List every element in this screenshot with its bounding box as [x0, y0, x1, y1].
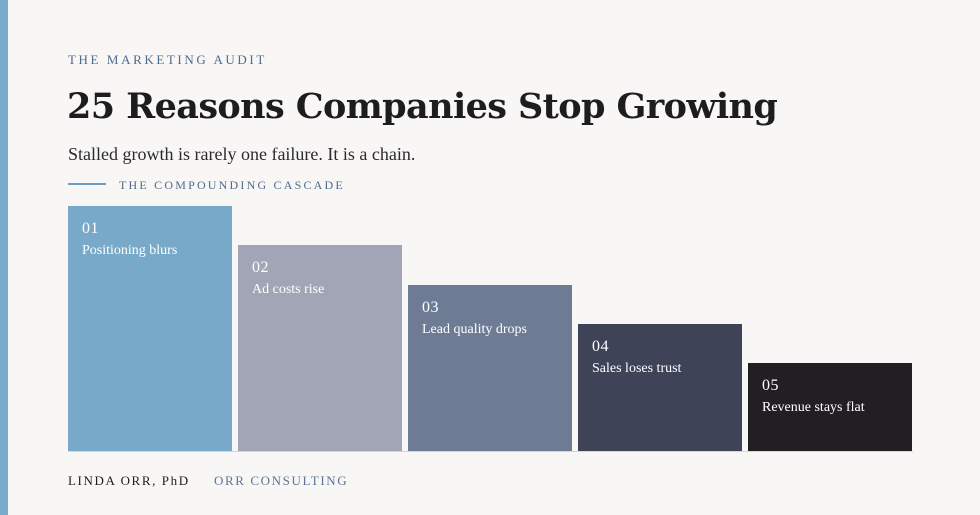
cascade-step-3: 03 Lead quality drops: [408, 284, 572, 451]
step-number: 02: [252, 259, 269, 277]
section-rule: [68, 183, 106, 185]
left-accent-bar: [0, 0, 8, 515]
cascade-step-4: 04 Sales loses trust: [578, 323, 742, 451]
cascade-step-5: 05 Revenue stays flat: [748, 363, 912, 451]
step-number: 03: [422, 298, 439, 316]
organization-name: ORR CONSULTING: [214, 473, 349, 488]
page-title: 25 Reasons Companies Stop Growing: [67, 86, 778, 127]
step-number: 04: [592, 337, 609, 355]
section-label: THE COMPOUNDING CASCADE: [119, 178, 345, 192]
step-label: Ad costs rise: [252, 282, 325, 298]
step-label: Sales loses trust: [592, 360, 682, 376]
cascade-step-2: 02 Ad costs rise: [238, 245, 402, 451]
step-label: Lead quality drops: [422, 321, 527, 337]
cascade-baseline: [68, 451, 913, 452]
step-number: 01: [82, 220, 99, 237]
step-number: 05: [762, 377, 779, 395]
cascade-step-1: 01 Positioning blurs: [68, 206, 232, 451]
page-subtitle: Stalled growth is rarely one failure. It…: [68, 144, 416, 164]
author-name: LINDA ORR, PhD: [68, 473, 190, 488]
step-label: Positioning blurs: [82, 243, 178, 258]
step-label: Revenue stays flat: [762, 400, 865, 416]
eyebrow-label: THE MARKETING AUDIT: [68, 52, 267, 67]
